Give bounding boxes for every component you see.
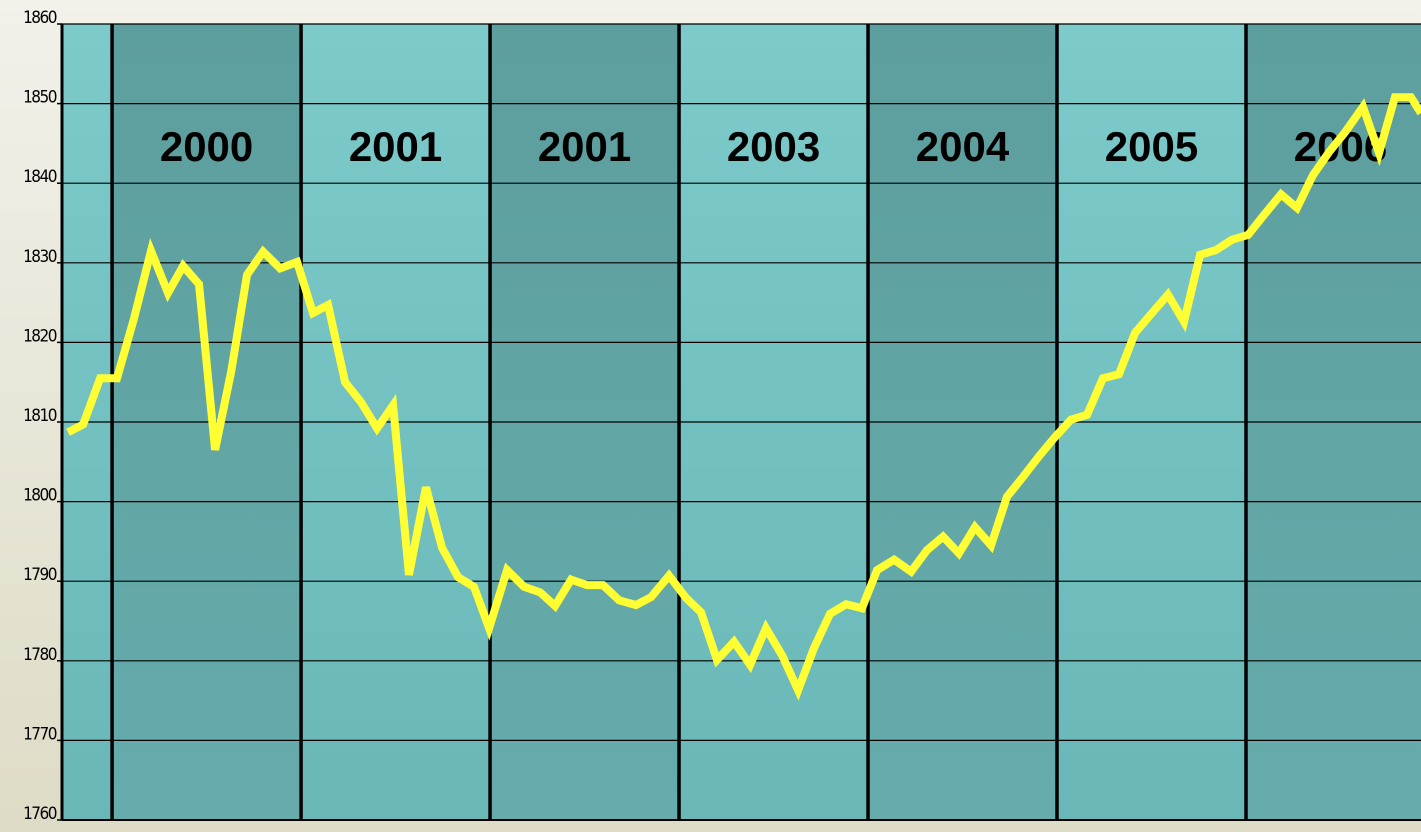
y-tick-label: 1810 (23, 406, 57, 426)
y-tick-label: 1780 (23, 645, 57, 665)
y-tick-label: 1790 (23, 565, 57, 585)
y-tick-label: 1760 (23, 804, 57, 824)
band-label: 2001 (349, 123, 442, 170)
y-tick-label: 1830 (23, 247, 57, 267)
y-tick-label: 1840 (23, 167, 57, 187)
y-tick-label: 1800 (23, 486, 57, 506)
y-tick-label: 1860 (23, 8, 57, 28)
band-label: 2001 (538, 123, 631, 170)
data-line (66, 93, 1421, 701)
band-label: 2003 (727, 123, 820, 170)
band-label: 2004 (916, 123, 1010, 170)
y-tick-label: 1770 (23, 724, 57, 744)
y-tick-label: 1850 (23, 88, 57, 108)
band-label: 2005 (1105, 123, 1198, 170)
band-label: 2000 (160, 123, 253, 170)
y-tick-label: 1820 (23, 326, 57, 346)
